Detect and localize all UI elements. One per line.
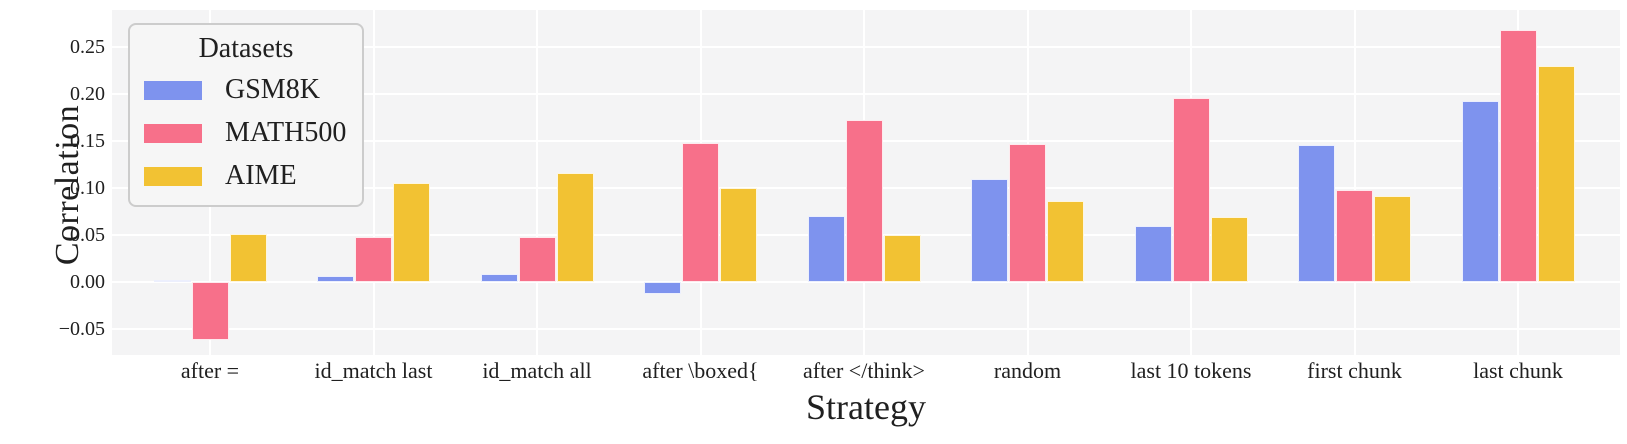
legend-item: GSM8K [144, 75, 348, 105]
legend-label: AIME [225, 160, 297, 191]
y-tick-label: 0.15 [70, 130, 105, 152]
x-tick-label: last chunk [1473, 358, 1563, 383]
x-tick-label: last 10 tokens [1130, 358, 1252, 383]
legend-swatch-aime [144, 166, 202, 186]
legend-item: AIME [144, 161, 348, 191]
gridline-vertical [372, 10, 375, 355]
x-tick-label: after \boxed{ [642, 358, 759, 383]
bar-math500-4 [845, 120, 883, 282]
y-tick-label: 0.00 [70, 271, 105, 293]
bar-gsm8k-0 [153, 280, 191, 283]
legend-swatch-gsm8k [144, 80, 202, 100]
x-tick-label: random [993, 358, 1062, 383]
gridline-horizontal [112, 46, 1620, 48]
bar-aime-8 [1537, 65, 1575, 282]
legend-title: Datasets [198, 33, 294, 64]
bar-gsm8k-8 [1461, 100, 1499, 282]
plot-area: Datasets GSM8K MATH500 AIME [112, 10, 1620, 355]
legend: Datasets GSM8K MATH500 AIME [128, 23, 364, 207]
gridline-horizontal [112, 93, 1620, 95]
bar-aime-5 [1047, 201, 1084, 282]
bar-gsm8k-3 [644, 282, 681, 295]
legend-swatch-math500 [144, 123, 202, 143]
bar-math500-2 [518, 236, 556, 282]
bar-math500-6 [1172, 97, 1210, 282]
bar-gsm8k-7 [1298, 144, 1335, 282]
bar-gsm8k-4 [807, 216, 845, 282]
gridline-vertical [1353, 10, 1356, 355]
bar-aime-1 [393, 183, 430, 282]
gridline-vertical [536, 10, 538, 355]
bar-math500-3 [682, 142, 719, 282]
x-tick-label: id_match last [314, 358, 433, 383]
bar-math500-8 [1499, 30, 1537, 282]
bar-aime-4 [883, 235, 921, 282]
x-tick-label: after = [180, 358, 240, 383]
bar-gsm8k-6 [1134, 225, 1172, 282]
gridline-horizontal [112, 328, 1620, 330]
bar-gsm8k-1 [317, 276, 354, 282]
y-tick-label: 0.10 [70, 177, 105, 199]
y-tick-label: 0.05 [70, 224, 105, 246]
gridline-horizontal [112, 281, 1620, 283]
bar-math500-1 [355, 236, 392, 282]
x-tick-label: first chunk [1307, 358, 1402, 383]
x-tick-label: after </think> [803, 358, 925, 383]
legend-item: MATH500 [144, 118, 348, 148]
bar-math500-5 [1009, 143, 1046, 282]
x-tick-label: id_match all [482, 358, 592, 383]
bar-aime-6 [1210, 217, 1248, 282]
y-tick-label: 0.25 [70, 36, 105, 58]
legend-label: GSM8K [225, 74, 320, 105]
y-tick-label: −0.05 [58, 318, 105, 340]
bar-aime-2 [556, 172, 594, 282]
bar-gsm8k-2 [480, 273, 518, 282]
bar-math500-0 [191, 282, 229, 341]
x-axis-label: Strategy [806, 387, 926, 427]
y-tick-label: 0.20 [70, 83, 105, 105]
bar-aime-0 [229, 234, 267, 282]
legend-label: MATH500 [225, 117, 347, 148]
bar-aime-7 [1374, 196, 1411, 282]
bar-math500-7 [1336, 189, 1373, 282]
legend-items: GSM8K MATH500 AIME [144, 75, 348, 191]
bar-gsm8k-5 [971, 178, 1008, 282]
bar-aime-3 [720, 188, 757, 282]
